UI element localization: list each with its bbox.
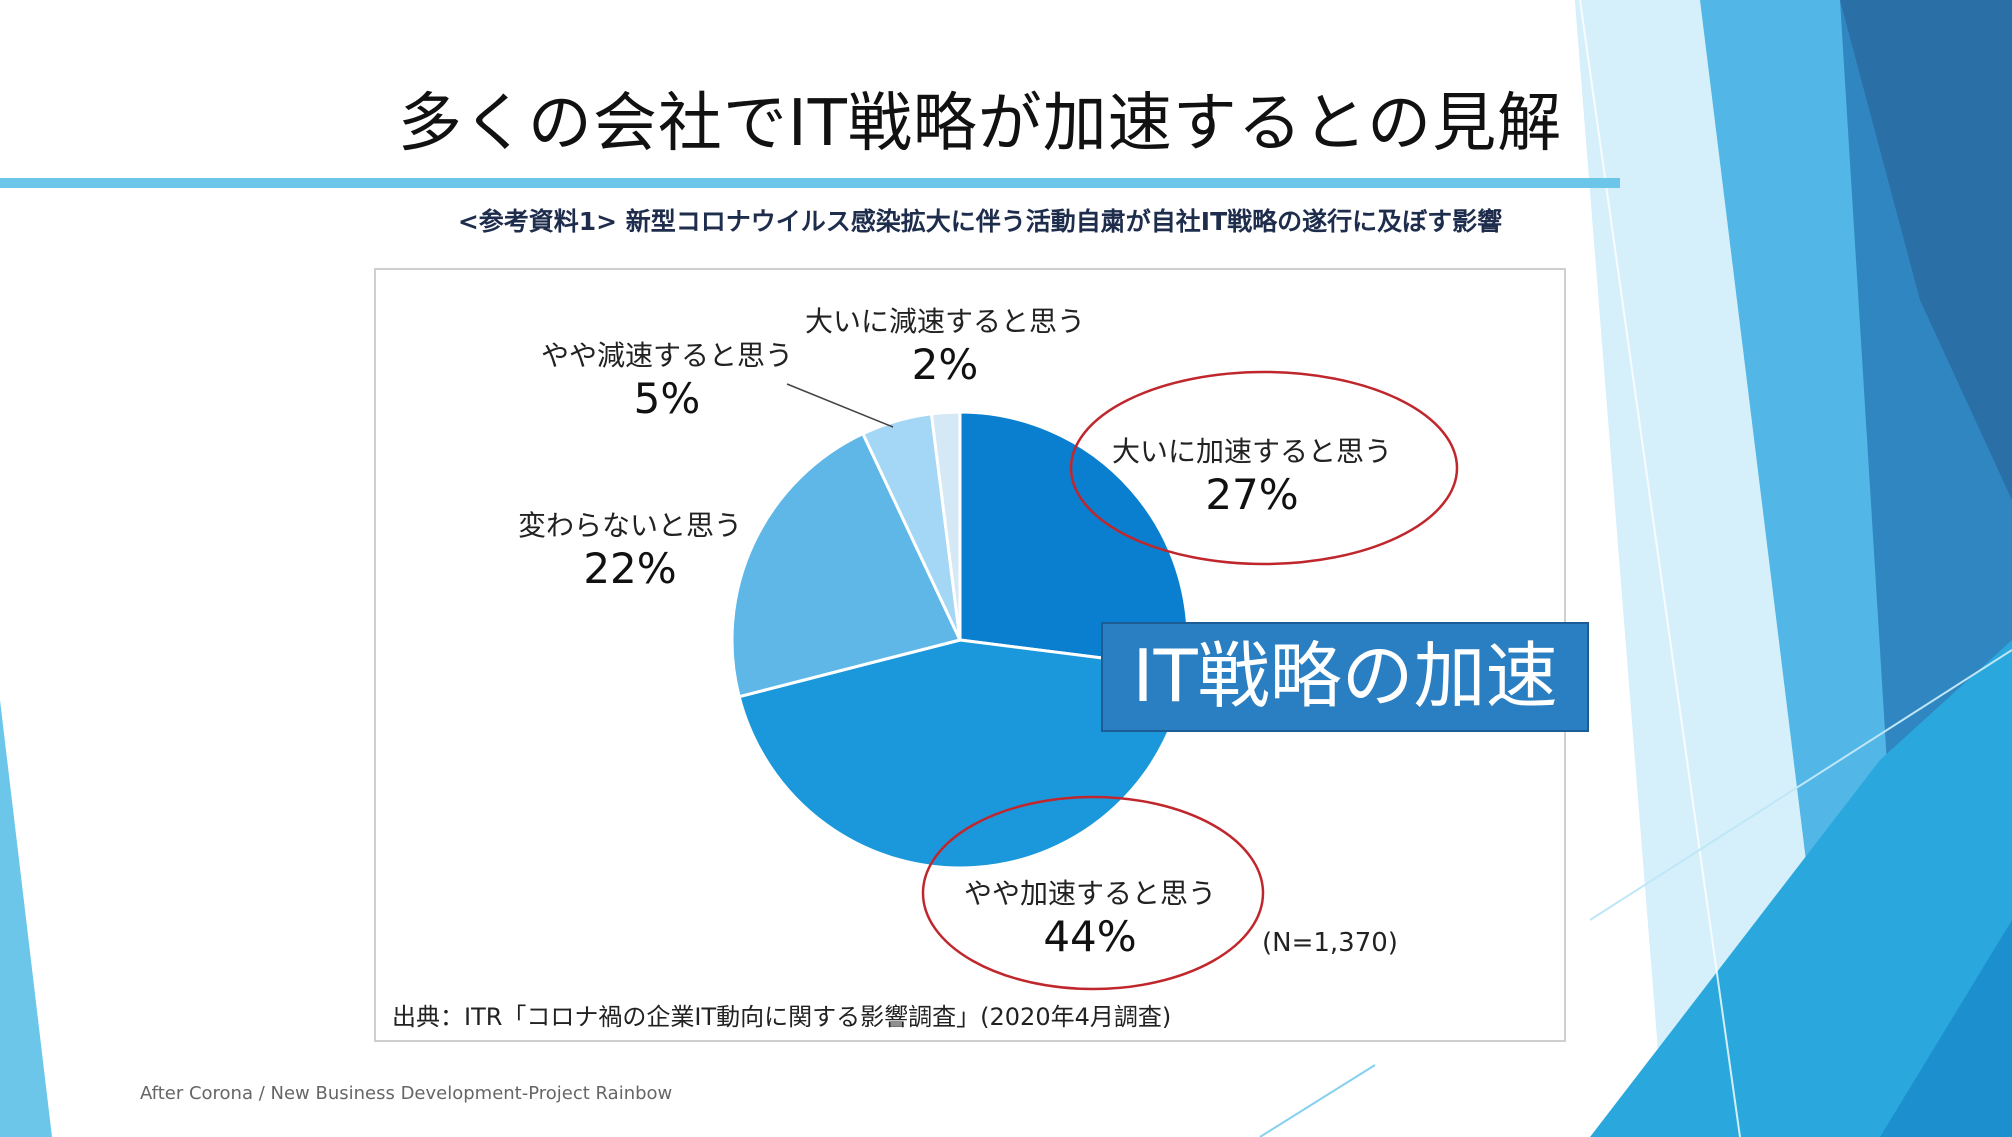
figure-caption: <参考資料1> 新型コロナウイルス感染拡大に伴う活動自粛が自社IT戦略の遂行に及… [457,207,1503,236]
leader-line [786,383,894,428]
callout-box: IT戦略の加速 [1101,622,1589,732]
category-label: 大いに加速すると思う [1111,435,1392,468]
category-label: やや加速すると思う [963,877,1216,910]
sample-size-note: (N=1,370) [1262,928,1398,958]
highlight-ellipse-slight-acceleration [921,795,1265,991]
highlight-ellipse-major-acceleration [1069,370,1459,566]
title-divider [0,178,1620,188]
pie-slice-4 [929,410,962,641]
footer-text: After Corona / New Business Development-… [140,1083,673,1104]
value-label: 2% [911,340,979,389]
pie-slice-0 [958,410,1190,671]
value-label: 5% [633,374,701,423]
value-label: 22% [583,544,677,593]
value-label: 44% [1043,912,1137,961]
category-label: 大いに減速すると思う [804,305,1085,338]
pie-slice-2 [730,431,963,699]
slice-label-slight-deceleration: やや減速すると思う 5% [527,334,807,423]
slide-title: 多くの会社でIT戦略が加速するとの見解 [397,87,1563,161]
pie-slice-1 [737,638,1188,870]
slice-label-slight-acceleration: やや加速すると思う 44% [940,872,1240,961]
slice-label-no-change: 変わらないと思う 22% [490,504,770,593]
source-note: 出典：ITR「コロナ禍の企業IT動向に関する影響調査」(2020年4月調査) [392,1003,1172,1031]
category-label: やや減速すると思う [540,339,793,372]
value-label: 27% [1205,470,1299,519]
slice-label-major-deceleration: 大いに減速すると思う 2% [795,300,1095,389]
slice-label-major-acceleration: 大いに加速すると思う 27% [1102,430,1402,519]
category-label: 変わらないと思う [517,509,742,542]
